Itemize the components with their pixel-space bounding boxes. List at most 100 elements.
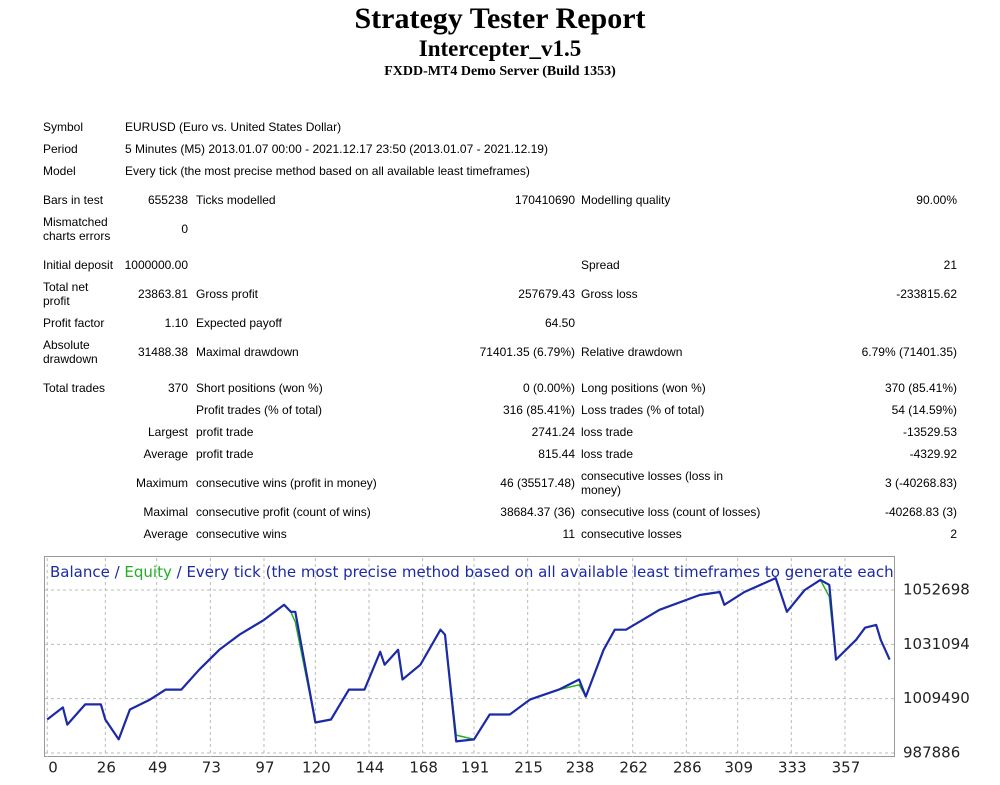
stat-label: Absolute drawdown [43, 338, 98, 366]
stat-label: Profit factor [43, 316, 105, 330]
stat-label: Ticks modelled [196, 193, 276, 207]
stat-label [575, 211, 765, 247]
stat-value: 90.00% [916, 193, 957, 207]
stat-label: Total trades [43, 381, 106, 395]
info-text: 5 Minutes (M5) 2013.01.07 00:00 - 2021.1… [125, 142, 548, 156]
plot-frame [44, 556, 895, 757]
stat-value: -13529.53 [902, 425, 957, 439]
stat-label: Expected payoff [196, 316, 282, 330]
lines [46, 577, 891, 743]
stat-label: Relative drawdown [581, 345, 683, 359]
info-label: Period [43, 142, 78, 156]
stats-row: Average profit trade 815.44 loss trade -4329… [43, 443, 957, 465]
x-tick-label: 262 [619, 759, 648, 777]
stats-row: Maximum consecutive wins (profit in money… [43, 465, 957, 501]
stat-value [396, 254, 575, 276]
report-title: Strategy Tester Report [354, 2, 646, 35]
x-tick-label: 238 [566, 759, 595, 777]
x-tick-label: 0 [48, 759, 58, 777]
stat-value: Average [143, 447, 188, 461]
stat-value: 21 [943, 258, 957, 272]
legend-equity: Equity [124, 563, 172, 581]
separator: / [172, 563, 187, 581]
stat-value: 2741.24 [531, 425, 575, 439]
chart: Balance / Equity / Every tick (the most … [44, 556, 979, 777]
stat-label [43, 443, 117, 465]
stat-value: 1.10 [164, 316, 188, 330]
stat-value: Largest [147, 425, 188, 439]
stat-value: 31488.38 [137, 345, 188, 359]
x-tick-label: 286 [673, 759, 702, 777]
stat-value: 38684.37 (36) [500, 505, 575, 519]
x-tick-label: 215 [514, 759, 543, 777]
stats-row: Largest profit trade 2741.24 loss trade -135… [43, 421, 957, 443]
stat-value: -40268.83 (3) [884, 505, 957, 519]
stat-label [43, 399, 117, 421]
x-tick-label: 97 [255, 759, 274, 777]
stat-value: 2 [950, 527, 957, 541]
info-row: Period 5 Minutes (M5) 2013.01.07 00:00 - … [43, 138, 957, 160]
stat-label: Gross profit [196, 287, 259, 301]
stat-value: 370 (85.41%) [884, 381, 957, 395]
spacer-cell [43, 182, 117, 189]
info-row: Symbol EURUSD (Euro vs. United States Dol… [43, 116, 957, 138]
stat-label: Profit trades (% of total) [196, 403, 323, 417]
stat-label: Total net profit [43, 280, 89, 308]
stat-label [188, 254, 396, 276]
info-text: Every tick (the most precise method base… [125, 164, 530, 178]
stats-table: Symbol EURUSD (Euro vs. United States Dol… [43, 116, 957, 545]
stat-value: Maximal [143, 505, 188, 519]
stat-value: 23863.81 [137, 287, 188, 301]
stat-label: Initial deposit [43, 258, 114, 272]
stat-label: Mismatched charts errors [43, 215, 111, 243]
x-tick-label: 49 [148, 759, 167, 777]
x-tick-label: 168 [409, 759, 438, 777]
stat-value: 0 [181, 222, 188, 236]
stat-value: 1000000.00 [124, 258, 188, 272]
legend-balance: Balance [50, 563, 110, 581]
stats-row: Maximal consecutive profit (count of wins… [43, 501, 957, 523]
stat-value [765, 312, 957, 334]
stat-label [43, 465, 117, 501]
stat-value [117, 399, 188, 421]
stat-label: profit trade [196, 447, 254, 461]
stat-value: 370 [167, 381, 188, 395]
expert-name: Intercepter_v1.5 [418, 36, 582, 61]
x-tick-label: 120 [302, 759, 331, 777]
stat-value: -4329.92 [909, 447, 957, 461]
info-row: Model Every tick (the most precise method… [43, 160, 957, 182]
grid [45, 558, 895, 757]
stats-row: Profit factor 1.10 Expected payoff 64.50 [43, 312, 957, 334]
stat-value: 257679.43 [518, 287, 575, 301]
stat-label [575, 312, 765, 334]
axes: 987886 1009490 1031094 1052698 0 26 49 73 97 120 1… [48, 580, 970, 776]
stats-row: Absolute drawdown 31488.38 Maximal drawdow… [43, 334, 957, 370]
stat-value: 71401.35 (6.79%) [479, 345, 575, 359]
x-tick-label: 144 [356, 759, 385, 777]
stat-label: consecutive losses [581, 527, 682, 541]
stat-value: 54 (14.59%) [891, 403, 957, 417]
spacer-cell [43, 370, 117, 377]
stat-label: Spread [581, 258, 620, 272]
info-text: EURUSD (Euro vs. United States Dollar) [125, 120, 342, 134]
stats-row: Mismatched charts errors 0 [43, 211, 957, 247]
stat-value [765, 211, 957, 247]
stat-value: 11 [562, 527, 575, 541]
chart-subtitle: Every tick (the most precise method base… [186, 563, 979, 581]
x-tick-label: 191 [461, 759, 490, 777]
x-tick-label: 26 [97, 759, 116, 777]
x-tick-label: 333 [778, 759, 807, 777]
stat-label: Loss trades (% of total) [581, 403, 705, 417]
stat-label: Modelling quality [581, 193, 671, 207]
stat-value: 0 (0.00%) [522, 381, 575, 395]
stat-label [188, 211, 396, 247]
server-name: FXDD-MT4 Demo Server (Build 1353) [384, 64, 616, 79]
stat-value: 815.44 [538, 447, 575, 461]
y-tick-label: 1009490 [903, 689, 970, 707]
info-label: Symbol [43, 120, 84, 134]
stats-row: Initial deposit 1000000.00 Spread 21 [43, 254, 957, 276]
y-tick-label: 1031094 [903, 635, 970, 653]
stat-label: Short positions (won %) [196, 381, 323, 395]
stat-value: 64.50 [544, 316, 575, 330]
